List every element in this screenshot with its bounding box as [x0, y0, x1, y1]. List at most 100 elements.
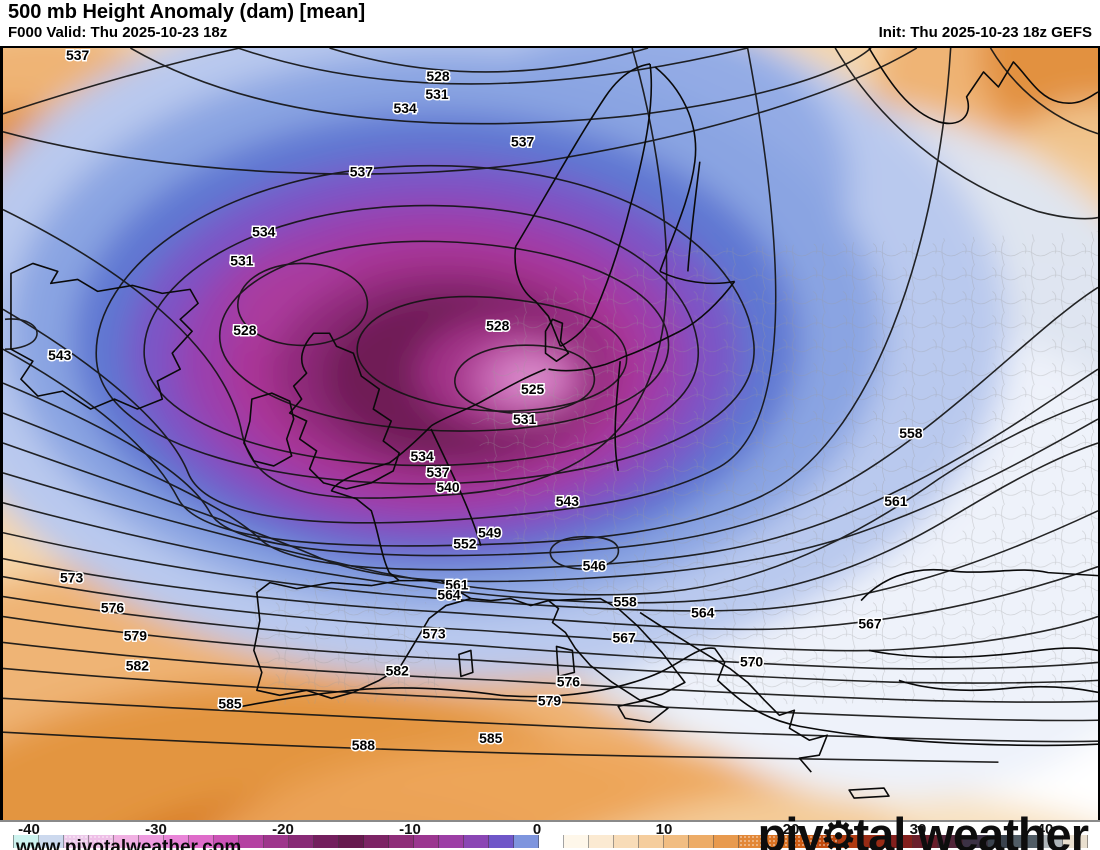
- colorbar-ticks: -40 -30 -20 -10 0 10 20 30 40: [0, 821, 1100, 838]
- contour-label: 531: [513, 411, 536, 427]
- contour-label: 525: [521, 381, 544, 397]
- colorbar-cell: [13, 835, 39, 848]
- contour-labels: 5375285315345375375345315285435285255315…: [47, 48, 925, 755]
- contour-label: 534: [252, 223, 275, 239]
- header: 500 mb Height Anomaly (dam) [mean] F000 …: [0, 0, 1100, 46]
- colorbar-cell: [413, 835, 439, 848]
- colorbar-tick-label: 30: [909, 821, 927, 838]
- colorbar-cell: [863, 835, 889, 848]
- colorbar-cell: [313, 835, 339, 848]
- colorbar-tick-label: 10: [655, 821, 673, 838]
- logo-text-pre: piv: [757, 808, 824, 850]
- contour-label: 537: [350, 164, 373, 180]
- colorbar-cell: [713, 835, 739, 848]
- colorbar-cell: [113, 835, 139, 848]
- contour-label: 531: [425, 86, 448, 102]
- colorbar-cell: [563, 835, 589, 848]
- colorbar-cell: [938, 835, 964, 848]
- colorbar-cell: [538, 835, 564, 848]
- contour-label: 567: [613, 629, 636, 645]
- contour-label: 546: [583, 558, 606, 574]
- colorbar-tick-label: 40: [1036, 821, 1054, 838]
- contour-label: 543: [556, 493, 579, 509]
- contour-label: 531: [230, 252, 253, 268]
- colorbar-cell: [38, 835, 64, 848]
- contour-label: 564: [691, 605, 714, 621]
- contour-label: 573: [422, 625, 445, 641]
- colorbar-cell: [163, 835, 189, 848]
- colorbar-tick-label: -10: [399, 821, 421, 838]
- colorbar-cell: [63, 835, 89, 848]
- colorbar-cell: [363, 835, 389, 848]
- pivotal-weather-logo: piv ⚙ tal weather: [757, 808, 1089, 850]
- contour-label: 537: [426, 464, 449, 480]
- colorbar-cell: [588, 835, 614, 848]
- colorbar-tick-label: -20: [272, 821, 294, 838]
- colorbar-cell: [988, 835, 1014, 848]
- contour-label: 528: [233, 322, 256, 338]
- contour-label: 558: [899, 425, 922, 441]
- colorbar-cell: [513, 835, 539, 848]
- contour-label: 543: [48, 347, 71, 363]
- contour-label: 588: [352, 737, 375, 753]
- map-canvas: 537 528 531 534 537 537 534 531 528 543 528 525 531 5…: [0, 46, 1100, 850]
- colorbar-cell: [1038, 835, 1064, 848]
- valid-time-label: F000 Valid: Thu 2025-10-23 18z: [8, 24, 228, 41]
- contour-label: 564: [437, 587, 460, 603]
- colorbar-tick-label: 20: [782, 821, 800, 838]
- colorbar-cells: [13, 835, 1089, 848]
- colorbar-cell: [663, 835, 689, 848]
- colorbar-tick-label: 0: [532, 821, 542, 838]
- contour-label: 585: [479, 730, 502, 746]
- colorbar-cell: [138, 835, 164, 848]
- colorbar-cell: [463, 835, 489, 848]
- contour-label: 582: [386, 662, 409, 678]
- colorbar-cell: [638, 835, 664, 848]
- colorbar-cell: [188, 835, 214, 848]
- colorbar-cell: [788, 835, 814, 848]
- colorbar-cell: [613, 835, 639, 848]
- colorbar-cell: [213, 835, 239, 848]
- logo-text-post: tal weather: [853, 808, 1089, 850]
- contour-label: 540: [436, 479, 459, 495]
- colorbar-cell: [263, 835, 289, 848]
- colorbar-cell: [1063, 835, 1089, 848]
- contour-label: 534: [410, 448, 433, 464]
- watermark-text: www.pivotalweather.com: [16, 837, 242, 850]
- contour-label: 570: [740, 653, 763, 669]
- contour-label: 534: [394, 100, 417, 116]
- contour-label: 579: [124, 627, 147, 643]
- contour-label: 552: [453, 536, 476, 552]
- product-title: 500 mb Height Anomaly (dam) [mean]: [8, 1, 366, 23]
- colorbar-cell: [488, 835, 514, 848]
- init-time-label: Init: Thu 2025-10-23 18z GEFS: [878, 24, 1092, 41]
- colorbar-cell: [88, 835, 114, 848]
- colorbar-cell: [688, 835, 714, 848]
- anomaly-map-svg: 5375285315345375375345315285435285255315…: [3, 48, 1098, 820]
- colorbar-cell: [288, 835, 314, 848]
- contour-label: 576: [101, 600, 124, 616]
- contour-label: 582: [126, 657, 149, 673]
- colorbar-cell: [763, 835, 789, 848]
- contour-label: 537: [511, 134, 534, 150]
- colorbar-tick-label: -30: [145, 821, 167, 838]
- contour-label: 573: [60, 570, 83, 586]
- contour-label: 561: [884, 493, 907, 509]
- contour-label: 558: [614, 594, 637, 610]
- contour-label: 579: [538, 692, 561, 708]
- contour-label: 561: [445, 577, 468, 593]
- coastlines: [10, 48, 1098, 799]
- contour-label: 567: [858, 615, 881, 631]
- colorbar-cell: [738, 835, 764, 848]
- contour-label: 528: [486, 317, 509, 333]
- colorbar-cell: [338, 835, 364, 848]
- contour-label: 576: [557, 673, 580, 689]
- colorbar-cell: [888, 835, 914, 848]
- colorbar-cell: [438, 835, 464, 848]
- colorbar-cell: [963, 835, 989, 848]
- colorbar-cell: [813, 835, 839, 848]
- anomaly-colorbar: -40 -30 -20 -10 0 10 20 30 40: [0, 820, 1100, 850]
- contour-label: 537: [66, 48, 89, 63]
- colorbar-cell: [838, 835, 864, 848]
